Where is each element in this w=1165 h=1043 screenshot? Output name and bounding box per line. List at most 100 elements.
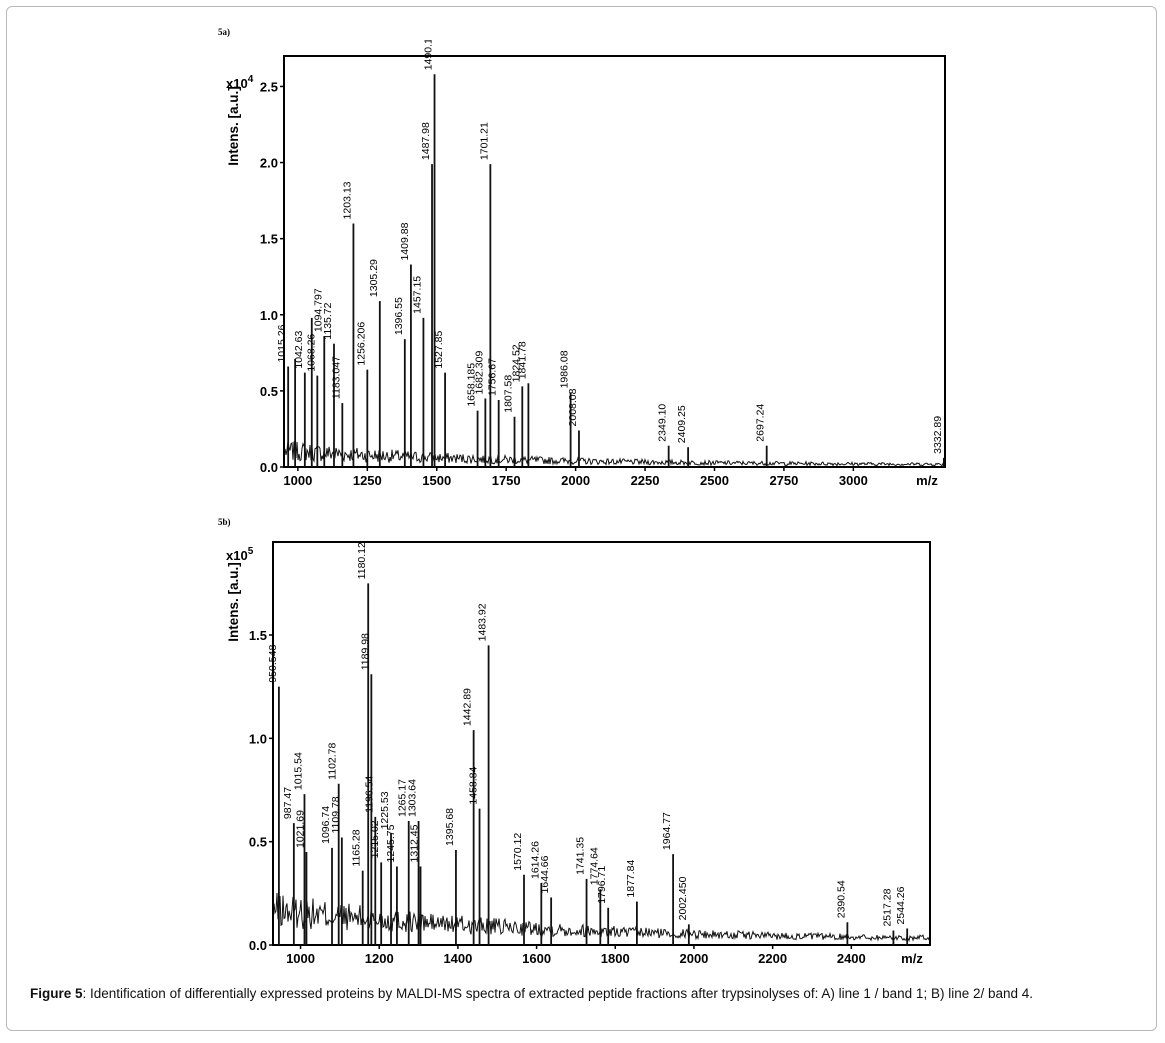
peak-label: 1180.12: [356, 542, 368, 579]
peak-label: 3332.89: [932, 416, 944, 454]
y-tick-label: 2.0: [260, 156, 278, 171]
peak-label: 1701.21: [478, 122, 490, 160]
peak-label: 1265.17: [397, 779, 409, 817]
peak-label: 1015.26: [276, 324, 288, 362]
y-tick-label: 2.5: [260, 79, 278, 94]
y-multiplier: x105: [226, 546, 254, 563]
peak-label: 1986.08: [559, 350, 571, 388]
x-axis-label: m/z: [916, 473, 938, 488]
x-tick-label: 1400: [443, 951, 472, 966]
peak-label: 1756.67: [487, 358, 499, 396]
y-tick-label: 1.5: [249, 628, 267, 643]
y-multiplier-exponent: 4: [248, 74, 254, 85]
peak-label: 1256.206: [355, 322, 367, 366]
caption-text: : Identification of differentially expre…: [82, 986, 1034, 1001]
y-tick-label: 1.5: [260, 232, 278, 247]
peak-label: 1442.89: [462, 688, 474, 726]
peak-label: 1135.72: [322, 302, 334, 339]
y-tick-label: 0.5: [249, 835, 267, 850]
peak-label: 1527.85: [433, 331, 445, 369]
y-multiplier-exponent: 5: [248, 546, 254, 557]
x-tick-label: 1000: [286, 951, 315, 966]
y-tick-label: 1.0: [249, 731, 267, 746]
x-tick-label: 2000: [561, 473, 590, 488]
peak-label: 2349.10: [657, 404, 669, 442]
x-tick-label: 1800: [601, 951, 630, 966]
peak-label: 2390.54: [835, 880, 847, 918]
peak-label: 1741.35: [575, 837, 587, 875]
x-tick-label: 1000: [283, 473, 312, 488]
peak-label: 1196.54: [363, 776, 375, 813]
peak-label: 2409.25: [676, 405, 688, 443]
y-multiplier-base: x10: [226, 548, 248, 563]
x-tick-label: 2000: [679, 951, 708, 966]
peak-label: 1396.55: [393, 297, 405, 335]
peak-label: 950.548: [267, 645, 279, 683]
x-tick-label: 2750: [769, 473, 798, 488]
x-tick-label: 2250: [631, 473, 660, 488]
peak-label: 1021.69: [294, 810, 306, 848]
peak-label: 1877.84: [625, 859, 637, 897]
peak-label: 1109.78: [330, 796, 342, 833]
peak-label: 1096.74: [320, 806, 332, 844]
peak-label: 1183.047: [330, 356, 342, 399]
peak-label: 1570.12: [512, 833, 524, 871]
peak-label: 1015.54: [292, 752, 304, 790]
peak-label: 1042.63: [293, 331, 305, 369]
x-tick-label: 1600: [522, 951, 551, 966]
peak-label: 1614.26: [529, 841, 541, 879]
y-tick-label: 0.0: [260, 460, 278, 475]
y-multiplier: x104: [226, 74, 254, 91]
x-tick-label: 3000: [839, 473, 868, 488]
x-tick-label: 2500: [700, 473, 729, 488]
x-tick-label: 2400: [837, 951, 866, 966]
peak-label: 2544.26: [895, 886, 907, 924]
panel-b-label: 5b): [218, 517, 231, 527]
peak-label: 1796.71: [596, 866, 608, 904]
peak-label: 2697.24: [755, 404, 767, 442]
noise-trace: [284, 441, 945, 467]
peak-label: 1824.52: [510, 344, 522, 382]
x-tick-label: 1200: [365, 951, 394, 966]
panel-a-label: 5a): [218, 27, 230, 37]
peak-label: 1774.64: [588, 847, 600, 885]
y-axis-label: Intens. [a.u.]: [226, 86, 241, 166]
peak-label: 1102.78: [327, 742, 339, 779]
x-tick-label: 1500: [422, 473, 451, 488]
peak-label: 1203.13: [341, 181, 353, 219]
plot-frame: [272, 541, 931, 946]
x-tick-label: 1750: [492, 473, 521, 488]
x-tick-label: 2200: [758, 951, 787, 966]
peak-label: 1245.75: [385, 824, 397, 862]
peak-label: 1483.92: [477, 603, 489, 641]
peak-label: 2002.450: [677, 876, 689, 920]
y-axis-label: Intens. [a.u.]: [226, 562, 241, 642]
y-multiplier-base: x10: [226, 76, 248, 91]
peak-label: 1964.77: [661, 812, 673, 850]
noise-trace: [273, 892, 930, 943]
peak-label: 1225.53: [379, 791, 391, 829]
caption-prefix: Figure 5: [30, 986, 83, 1001]
peak-label: 1807.58: [503, 375, 515, 413]
y-tick-label: 0.0: [249, 938, 267, 953]
peak-label: 1841.78: [516, 341, 528, 379]
x-axis-label: m/z: [901, 951, 923, 966]
peak-label: 1312.45: [409, 824, 421, 862]
peak-label: 1490.174: [423, 40, 435, 70]
figure-frame: [6, 6, 1157, 1031]
peak-label: 1458.84: [468, 766, 480, 804]
peak-label: 1215.02: [369, 820, 381, 858]
peak-label: 1303.64: [407, 779, 419, 817]
peak-label: 2517.28: [881, 888, 893, 926]
peak-label: 1457.15: [411, 276, 423, 314]
peak-label: 1305.29: [368, 259, 380, 297]
peak-label: 1068.26: [305, 334, 317, 372]
peak-label: 2008.08: [567, 388, 579, 426]
peak-label: 1094.797: [312, 288, 324, 332]
peak-label: 1658.185: [466, 363, 478, 407]
y-tick-label: 1.0: [260, 308, 278, 323]
plot-frame: [283, 55, 946, 468]
peak-label: 1682.309: [473, 351, 485, 395]
